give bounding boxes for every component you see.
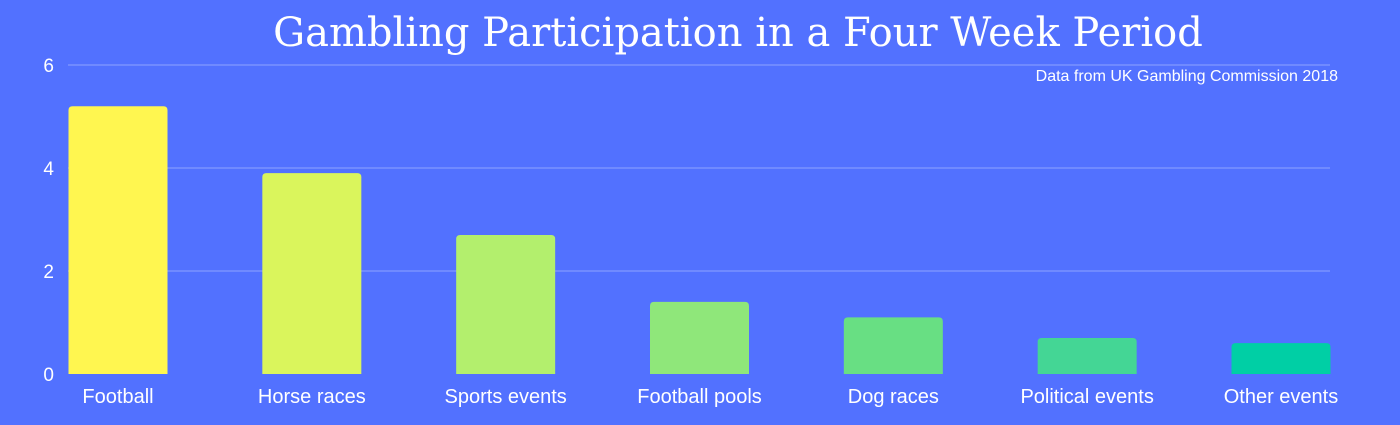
x-tick-label: Football pools — [637, 386, 762, 408]
x-tick-label: Football — [82, 386, 153, 408]
bar-football-pools — [650, 301, 749, 374]
x-axis-labels: Football Horse races Sports events Football… — [82, 386, 1338, 408]
x-tick-label: Horse races — [258, 386, 366, 408]
bar-horse-races — [262, 173, 362, 374]
y-tick-label: 2 — [43, 262, 54, 283]
bar-dog-races — [843, 317, 943, 374]
x-tick-label: Sports events — [445, 386, 567, 408]
bars — [68, 106, 1331, 374]
bar-other-events — [1231, 343, 1331, 374]
x-tick-label: Other events — [1224, 386, 1339, 408]
x-tick-label: Political events — [1020, 386, 1153, 408]
chart-subtitle: Data from UK Gambling Commission 2018 — [1036, 68, 1338, 85]
y-tick-label: 4 — [43, 159, 54, 180]
y-tick-label: 6 — [43, 56, 54, 77]
x-tick-label: Dog races — [848, 386, 939, 408]
y-axis-ticks: 0 2 4 6 — [43, 56, 54, 386]
chart-title: Gambling Participation in a Four Week Pe… — [273, 10, 1203, 56]
gridlines — [68, 64, 1330, 272]
bar-sports-events — [456, 234, 556, 374]
bar-political-events — [1037, 337, 1137, 374]
y-tick-label: 0 — [43, 365, 54, 386]
bar-football — [68, 106, 168, 374]
